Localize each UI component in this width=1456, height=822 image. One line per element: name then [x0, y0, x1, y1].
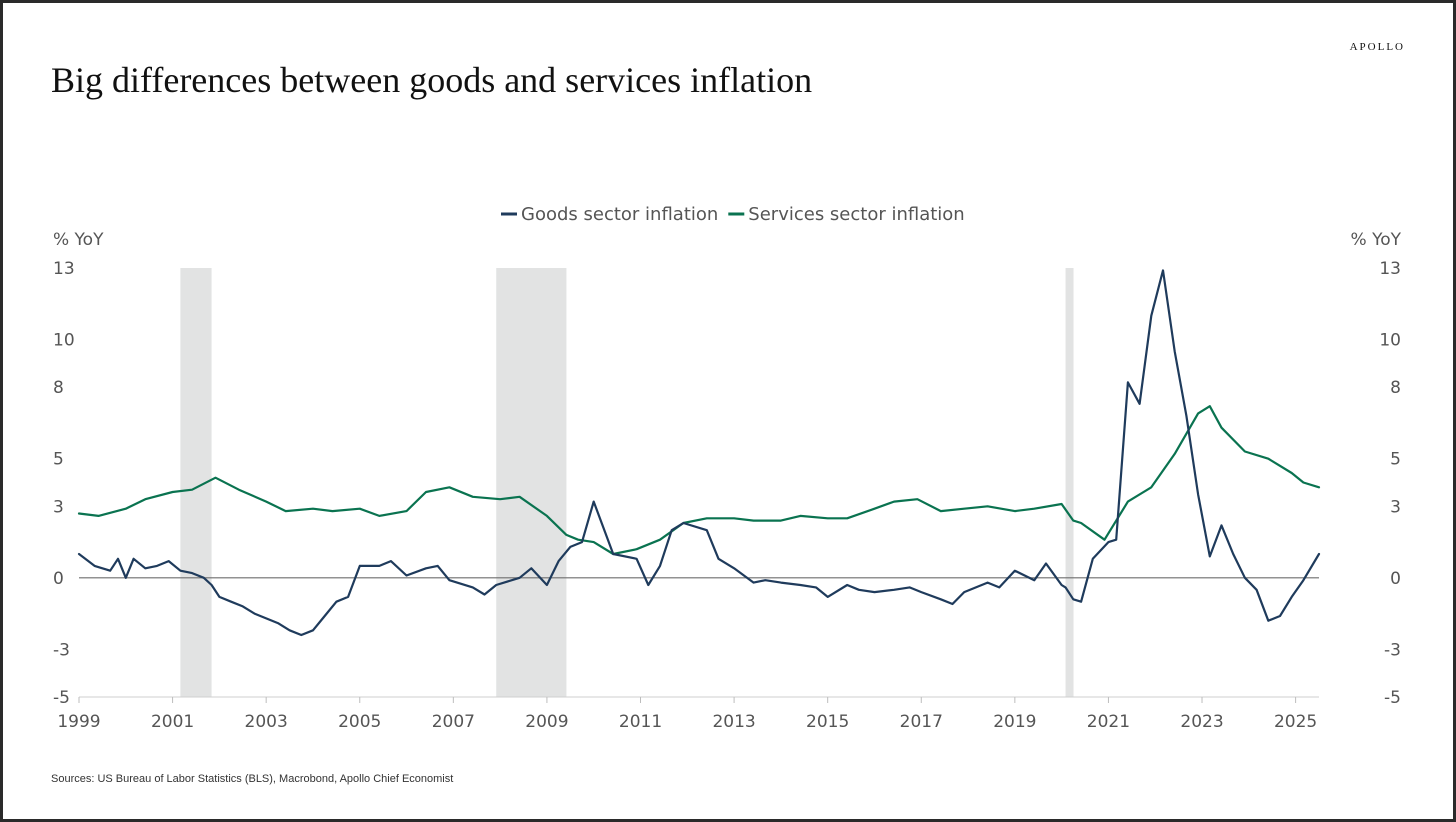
x-tick-label: 2025: [1274, 712, 1317, 732]
y-tick-label-right: 13: [1379, 259, 1401, 279]
x-tick-label: 2005: [338, 712, 381, 732]
x-tick-label: 2023: [1180, 712, 1223, 732]
y-tick-label-right: 3: [1390, 497, 1401, 517]
x-tick-label: 2001: [151, 712, 194, 732]
y-tick-label-left: 0: [53, 569, 64, 589]
x-tick-label: 2007: [432, 712, 475, 732]
x-tick-label: 2013: [712, 712, 755, 732]
x-tick-label: 2017: [900, 712, 943, 732]
y-tick-label-left: -5: [53, 688, 70, 708]
y-axis-label-left: % YoY: [53, 230, 104, 250]
series-layer: [77, 269, 1321, 637]
services-series-line: [77, 405, 1321, 556]
recession-band: [1065, 268, 1074, 697]
legend-label: Goods sector inflation: [521, 204, 718, 225]
y-tick-label-left: 3: [53, 497, 64, 517]
x-tick-label: 2003: [245, 712, 288, 732]
goods-series-line: [77, 269, 1321, 637]
line-chart: 1999 2001 2003 2005 2007 2009 2011 2013 2015 2017…: [53, 204, 1402, 732]
x-tick-label: 2009: [525, 712, 568, 732]
recession-band: [496, 268, 567, 697]
chart-title: Big differences between goods and servic…: [51, 60, 813, 100]
y-tick-label-right: 5: [1390, 450, 1401, 470]
y-tick-label-left: -3: [53, 640, 70, 660]
y-tick-label-right: 10: [1379, 331, 1401, 351]
x-tick-label: 2015: [806, 712, 849, 732]
legend-label: Services sector inflation: [748, 204, 964, 225]
y-axis-label-right: % YoY: [1351, 230, 1402, 250]
brand-logo: APOLLO: [1349, 41, 1405, 53]
legend: Goods sector inflation Services sector in…: [501, 204, 965, 225]
y-tick-label-left: 13: [53, 259, 75, 279]
x-tick-label: 2019: [993, 712, 1036, 732]
y-tick-label-left: 8: [53, 378, 64, 398]
source-note: Sources: US Bureau of Labor Statistics (…: [51, 773, 454, 785]
y-tick-label-right: -5: [1384, 688, 1401, 708]
x-tick-label: 2011: [619, 712, 662, 732]
y-tick-label-right: 0: [1390, 569, 1401, 589]
x-tick-label: 1999: [57, 712, 100, 732]
axes: 1999 2001 2003 2005 2007 2009 2011 2013 2015 2017…: [53, 259, 1401, 732]
y-tick-label-right: 8: [1390, 378, 1401, 398]
x-tick-label: 2021: [1087, 712, 1130, 732]
recession-bands: [180, 268, 1074, 697]
y-tick-label-right: -3: [1384, 640, 1401, 660]
y-tick-label-left: 10: [53, 331, 75, 351]
y-tick-label-left: 5: [53, 450, 64, 470]
